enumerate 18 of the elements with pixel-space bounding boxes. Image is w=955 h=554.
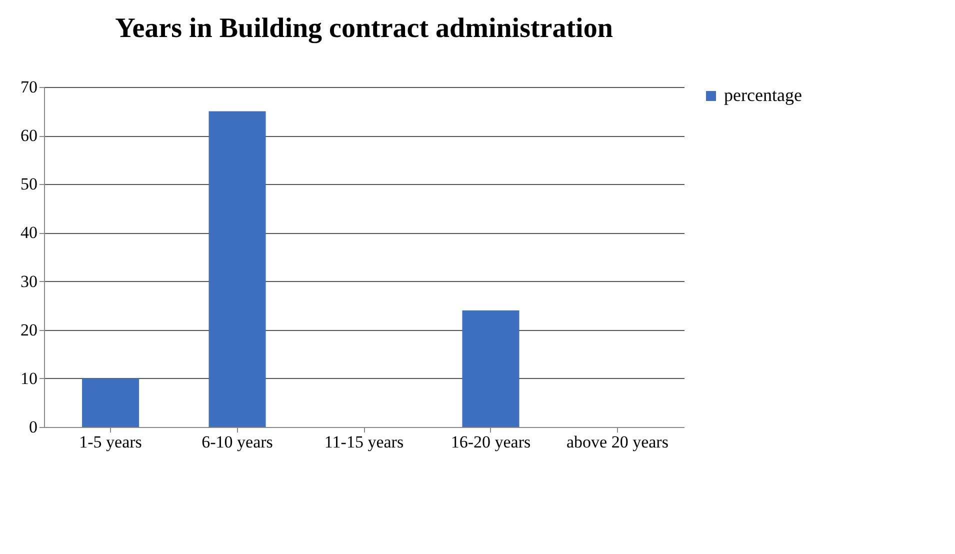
- x-tick-label: 1-5 years: [79, 432, 142, 452]
- bar: [208, 111, 266, 427]
- y-tick-label: 30: [20, 272, 38, 291]
- x-tick-label: 16-20 years: [450, 432, 531, 452]
- bar: [462, 310, 520, 427]
- y-tick-label: 60: [20, 126, 38, 146]
- x-tick-label: 6-10 years: [202, 432, 273, 452]
- chart-title: Years in Building contract administration: [115, 13, 614, 44]
- y-tick-label: 0: [29, 418, 38, 436]
- y-tick-label: 20: [20, 320, 38, 340]
- bar: [82, 378, 140, 427]
- legend-label: percentage: [724, 85, 802, 105]
- y-tick-label: 70: [20, 78, 38, 96]
- y-tick-label: 50: [20, 174, 38, 194]
- y-tick-label: 10: [20, 368, 38, 388]
- x-tick-label: above 20 years: [566, 432, 668, 452]
- x-tick-label: 11-15 years: [324, 432, 404, 452]
- y-tick-label: 40: [20, 223, 38, 242]
